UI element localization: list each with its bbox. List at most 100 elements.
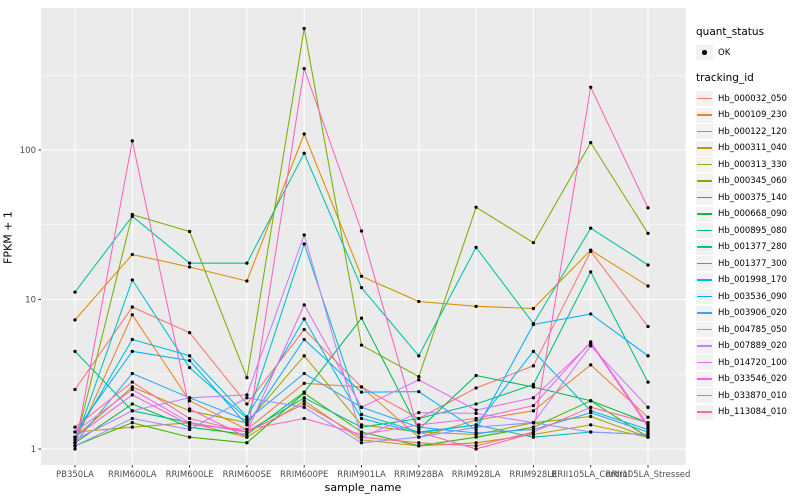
legend-item-Hb_000032_050: Hb_000032_050 xyxy=(696,91,800,106)
data-point xyxy=(130,252,134,257)
x-tick-label: RRII105LA_Stressed xyxy=(606,470,691,480)
data-point xyxy=(359,438,364,442)
data-point xyxy=(417,389,421,394)
legend-item-Hb_003906_020: Hb_003906_020 xyxy=(696,305,800,321)
legend-item-Hb_000313_330: Hb_000313_330 xyxy=(696,157,800,172)
legend-item-Hb_001998_170: Hb_001998_170 xyxy=(696,272,800,288)
legend-item-ok: OK xyxy=(696,45,800,60)
data-point xyxy=(474,402,478,406)
data-point xyxy=(73,430,77,434)
line-swatch-icon xyxy=(697,229,712,232)
data-point xyxy=(187,331,192,335)
data-point xyxy=(187,416,192,421)
line-swatch-icon xyxy=(697,130,712,133)
legend-item-Hb_000345_060: Hb_000345_060 xyxy=(696,173,800,189)
legend-item-Hb_000122_120: Hb_000122_120 xyxy=(696,124,800,139)
data-point xyxy=(73,349,77,353)
legend-label: Hb_033870_010 xyxy=(718,390,787,401)
data-point xyxy=(646,206,650,210)
legend-label: Hb_000895_080 xyxy=(718,225,787,236)
data-point xyxy=(359,385,364,389)
data-point xyxy=(474,447,478,451)
legend-key-line xyxy=(696,124,713,139)
data-point xyxy=(646,435,650,439)
data-point xyxy=(359,416,364,421)
line-swatch-icon xyxy=(697,114,712,116)
data-point xyxy=(531,430,536,434)
data-point xyxy=(73,438,77,442)
data-point xyxy=(245,393,249,397)
legend-label: Hb_001377_300 xyxy=(718,258,787,269)
data-point xyxy=(302,26,306,31)
x-tick-label: RRIM600PE xyxy=(280,470,328,480)
data-point xyxy=(302,317,306,321)
legend-label: Hb_003906_020 xyxy=(718,308,787,318)
legend-title-tracking-id: tracking_id xyxy=(696,72,754,84)
data-point xyxy=(130,139,134,143)
data-point xyxy=(187,399,192,403)
x-tick-label: RRIM600SE xyxy=(223,470,272,480)
data-point xyxy=(531,241,536,245)
data-point xyxy=(187,229,192,234)
legend-label: Hb_000375_140 xyxy=(718,192,787,203)
legend-key-line xyxy=(696,173,713,189)
data-point xyxy=(187,358,192,363)
legend-label: Hb_113084_010 xyxy=(718,407,787,417)
data-point xyxy=(531,396,536,400)
data-point xyxy=(646,405,650,409)
data-point xyxy=(474,435,478,439)
data-point xyxy=(187,427,192,432)
legend-title-quant-status: quant_status xyxy=(696,26,765,38)
data-point xyxy=(359,441,364,445)
data-point xyxy=(130,393,134,397)
data-point xyxy=(359,405,364,409)
data-point xyxy=(417,430,421,434)
y-tick-label: 100 xyxy=(20,146,36,156)
legend-label: Hb_000668_090 xyxy=(718,209,787,219)
legend-key-line xyxy=(696,404,713,420)
data-point xyxy=(531,364,536,368)
data-point xyxy=(646,430,650,434)
legend-key-line xyxy=(696,322,713,337)
data-point xyxy=(359,390,364,394)
data-point xyxy=(130,387,134,392)
line-swatch-icon xyxy=(697,246,712,248)
legend-item-Hb_004785_050: Hb_004785_050 xyxy=(696,322,800,337)
line-swatch-icon xyxy=(697,411,712,413)
data-point xyxy=(302,399,306,403)
data-point xyxy=(187,354,192,358)
y-tick-label: 1 xyxy=(31,445,36,455)
legend-key-line xyxy=(696,256,713,271)
data-point xyxy=(589,340,593,344)
legend-key-line xyxy=(696,272,713,288)
data-point xyxy=(589,344,593,348)
data-point xyxy=(417,425,421,429)
data-point xyxy=(646,432,650,437)
legend-item-Hb_001377_300: Hb_001377_300 xyxy=(696,256,800,271)
data-point xyxy=(474,428,478,432)
line-swatch-icon xyxy=(697,345,712,347)
data-point xyxy=(589,423,593,427)
legend-item-list: Hb_000032_050 Hb_000109_230 Hb_000122_120 H… xyxy=(696,91,800,420)
data-point xyxy=(646,263,650,267)
line-swatch-icon xyxy=(697,163,712,166)
legend-item-Hb_003536_090: Hb_003536_090 xyxy=(696,289,800,304)
data-point xyxy=(359,425,364,429)
legend-key-line xyxy=(696,190,713,205)
data-point xyxy=(245,376,249,380)
data-point xyxy=(417,299,421,304)
x-tick-label: PB350LA xyxy=(56,470,94,480)
data-point xyxy=(130,349,134,353)
data-point xyxy=(130,385,134,389)
data-point xyxy=(359,286,364,290)
data-point xyxy=(474,205,478,209)
line-swatch-icon xyxy=(697,394,712,397)
legend-key-line xyxy=(696,338,713,354)
line-swatch-icon xyxy=(697,213,712,215)
x-tick-label: RRIM901LA xyxy=(337,470,386,480)
data-point xyxy=(589,248,593,252)
legend-label: OK xyxy=(718,47,731,58)
legend-key-line xyxy=(696,305,713,321)
legend-label: Hb_033546_020 xyxy=(718,374,787,384)
